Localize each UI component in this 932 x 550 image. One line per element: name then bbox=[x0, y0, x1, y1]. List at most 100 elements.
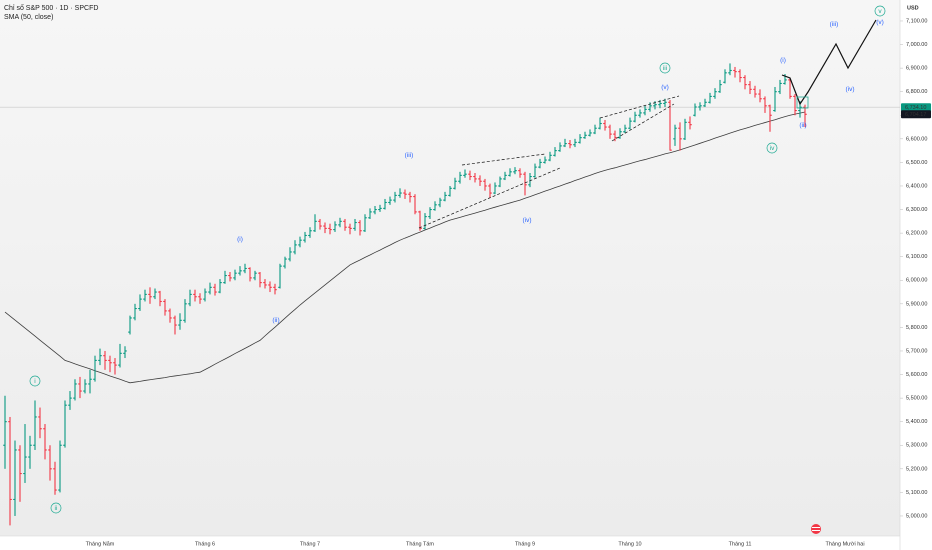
ohlc-bar bbox=[703, 98, 707, 108]
wave-label: (iv) bbox=[845, 86, 854, 93]
y-tick-label: 5,500.00 bbox=[906, 396, 927, 402]
ohlc-bar bbox=[688, 116, 692, 130]
ohlc-bar bbox=[353, 218, 357, 231]
y-tick-label: 5,900.00 bbox=[906, 301, 927, 307]
ohlc-bar bbox=[23, 424, 27, 483]
y-tick-label: 5,600.00 bbox=[906, 372, 927, 378]
x-tick-label: Tháng 7 bbox=[300, 541, 320, 547]
wave-circle bbox=[29, 375, 41, 387]
ohlc-bar bbox=[303, 231, 307, 243]
ohlc-bar bbox=[348, 223, 352, 235]
ohlc-bar bbox=[218, 279, 222, 294]
ohlc-bar bbox=[493, 182, 497, 195]
ohlc-bar bbox=[583, 131, 587, 139]
wave-circle bbox=[659, 62, 671, 74]
ohlc-bar bbox=[458, 171, 462, 184]
ohlc-bar bbox=[738, 69, 742, 83]
ohlc-bar bbox=[338, 217, 342, 228]
ohlc-bar bbox=[78, 376, 82, 399]
ohlc-bar bbox=[183, 299, 187, 323]
ohlc-bar bbox=[628, 117, 632, 130]
ohlc-bar bbox=[448, 185, 452, 197]
y-tick-label: 6,500.00 bbox=[906, 160, 927, 166]
y-tick-label: 6,000.00 bbox=[906, 278, 927, 284]
y-tick-label: 6,100.00 bbox=[906, 254, 927, 260]
ohlc-bar bbox=[383, 198, 387, 210]
ohlc-bar bbox=[433, 201, 437, 211]
ohlc-bar bbox=[18, 445, 22, 502]
ohlc-bar bbox=[158, 290, 162, 307]
ohlc-bar bbox=[333, 221, 337, 232]
wave-label: v bbox=[878, 8, 882, 15]
ohlc-bar bbox=[503, 171, 507, 181]
ohlc-bar bbox=[723, 69, 727, 84]
ohlc-bar bbox=[263, 279, 267, 289]
wedge-line bbox=[418, 167, 561, 229]
ohlc-bar bbox=[148, 287, 152, 304]
ohlc-bar bbox=[643, 105, 647, 116]
ohlc-bar bbox=[498, 176, 502, 188]
bars-layer bbox=[0, 63, 900, 526]
ohlc-bar bbox=[268, 281, 272, 293]
ohlc-bar bbox=[363, 214, 367, 232]
ohlc-bar bbox=[578, 134, 582, 144]
ohlc-bar bbox=[588, 129, 592, 137]
ohlc-bar bbox=[273, 283, 277, 295]
price-label: 6,734.10 bbox=[905, 105, 926, 111]
ohlc-bar bbox=[63, 400, 67, 448]
ohlc-bar bbox=[153, 288, 157, 300]
ohlc-bar bbox=[188, 289, 192, 307]
y-tick-label: 5,100.00 bbox=[906, 490, 927, 496]
ohlc-bar bbox=[483, 178, 487, 191]
ohlc-bar bbox=[288, 247, 292, 262]
x-tick-label: Tháng Tám bbox=[406, 541, 434, 547]
ohlc-bar bbox=[468, 170, 472, 181]
flag-icon-circle bbox=[811, 524, 821, 534]
ohlc-bar bbox=[693, 103, 697, 117]
ohlc-bar bbox=[748, 81, 752, 95]
ohlc-bar bbox=[373, 206, 377, 215]
ohlc-bar bbox=[513, 167, 517, 175]
ohlc-bar bbox=[508, 168, 512, 177]
ohlc-bar bbox=[548, 151, 552, 162]
ohlc-bar bbox=[568, 140, 572, 149]
ohlc-bar bbox=[683, 118, 687, 141]
ohlc-bar bbox=[708, 92, 712, 104]
ohlc-bar bbox=[318, 218, 322, 230]
ohlc-bar bbox=[388, 196, 392, 205]
ohlc-bar bbox=[258, 272, 262, 288]
ohlc-bar bbox=[163, 299, 167, 316]
indicator-label: SMA (50, close) bbox=[4, 14, 53, 21]
ohlc-bar bbox=[213, 283, 217, 296]
y-tick-label: 5,200.00 bbox=[906, 466, 927, 472]
ohlc-bar bbox=[143, 289, 147, 302]
ohlc-bar bbox=[38, 407, 42, 439]
ohlc-bar bbox=[73, 379, 77, 401]
ohlc-bar bbox=[308, 227, 312, 238]
target-box bbox=[796, 96, 809, 109]
ohlc-bar bbox=[563, 138, 567, 148]
ohlc-bar bbox=[438, 197, 442, 208]
ohlc-bar bbox=[103, 350, 107, 370]
y-tick-label: 6,200.00 bbox=[906, 231, 927, 237]
ohlc-bar bbox=[773, 86, 777, 112]
wave-label: ii bbox=[55, 505, 58, 512]
ohlc-bar bbox=[343, 218, 347, 231]
ohlc-bar bbox=[108, 355, 112, 373]
ohlc-bar bbox=[113, 358, 117, 375]
ohlc-bar bbox=[88, 369, 92, 394]
ohlc-bar bbox=[633, 111, 637, 123]
wave-label: (i) bbox=[237, 236, 243, 243]
sma-line bbox=[4, 111, 806, 384]
y-tick-label: 5,400.00 bbox=[906, 419, 927, 425]
wave-label: (v) bbox=[876, 19, 884, 26]
ohlc-bar bbox=[83, 379, 87, 394]
wedge-line bbox=[611, 103, 675, 142]
ohlc-bar bbox=[283, 256, 287, 269]
ohlc-bar bbox=[68, 391, 72, 410]
ohlc-bar bbox=[133, 303, 137, 321]
ohlc-bar bbox=[613, 130, 617, 142]
ohlc-bar bbox=[788, 77, 792, 99]
ohlc-bar bbox=[243, 263, 247, 274]
x-tick-label: Tháng 11 bbox=[729, 541, 752, 547]
